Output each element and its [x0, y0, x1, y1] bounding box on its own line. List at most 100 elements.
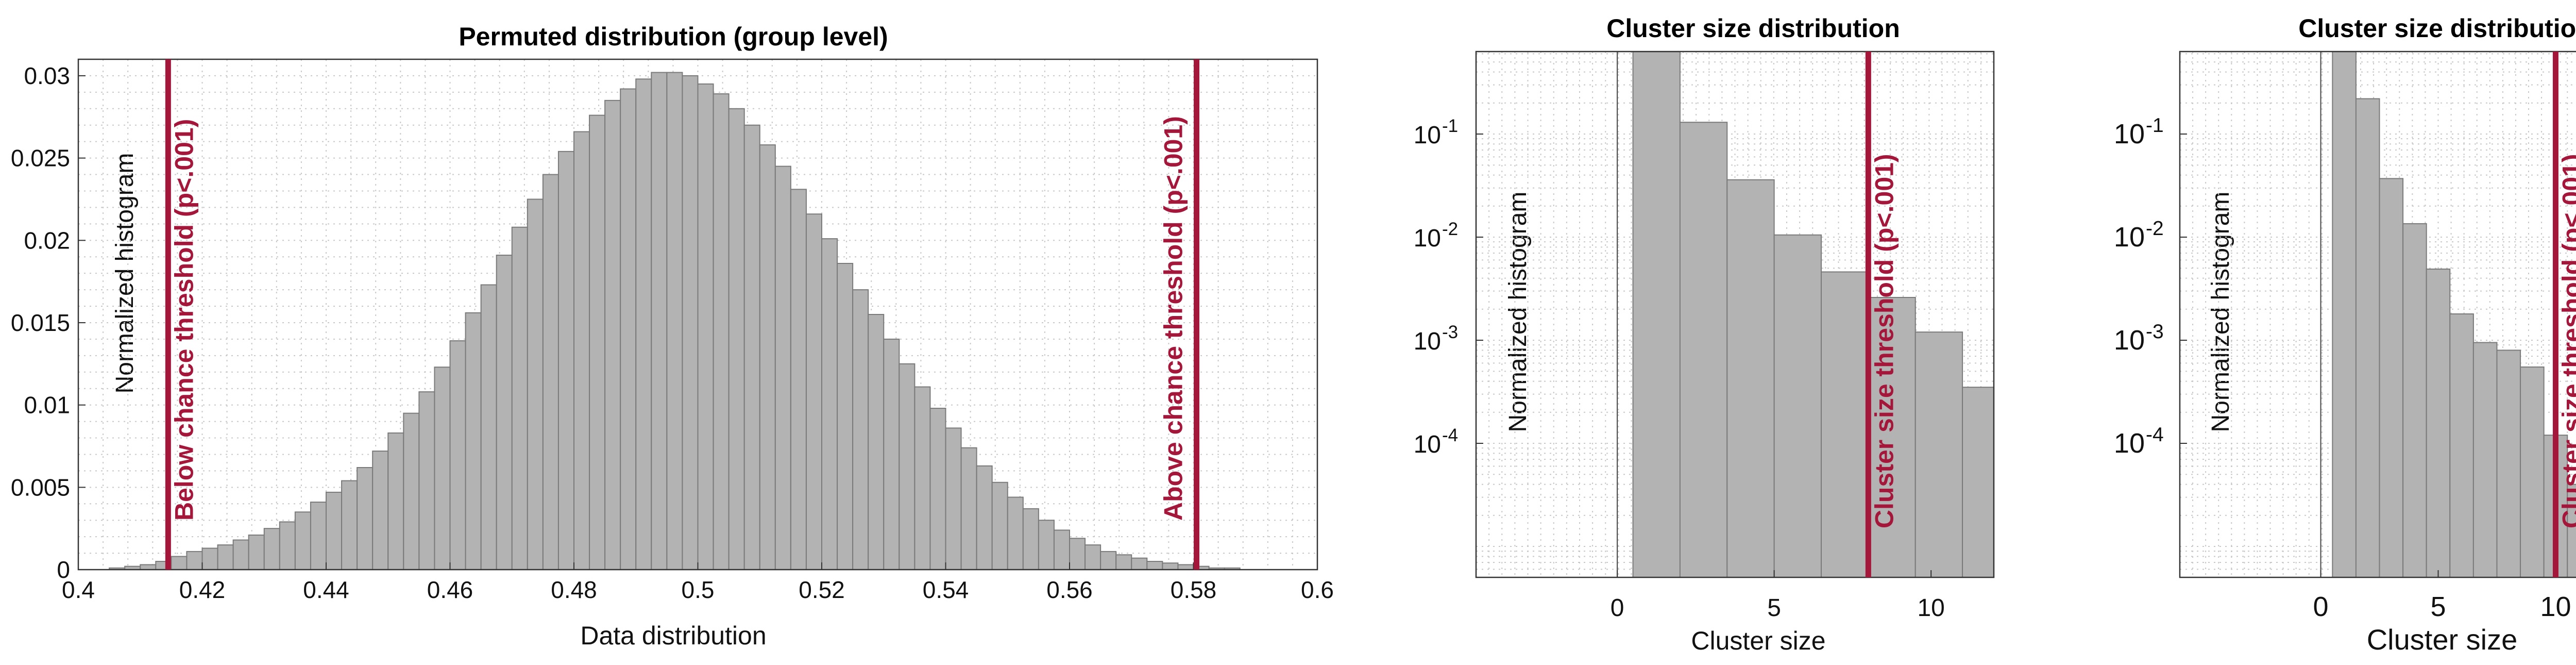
x-tick-label: 0.52	[799, 576, 845, 603]
x-axis-label: Data distribution	[580, 621, 766, 650]
y-tick-label: 0.01	[24, 392, 70, 419]
histogram-bar	[1100, 551, 1117, 570]
chart-title: Permuted distribution (group level)	[459, 22, 888, 51]
x-tick-label: 5	[1767, 594, 1781, 622]
panel-permuted-distribution: Permuted distribution (group level) Data…	[11, 22, 1334, 650]
threshold-label: Cluster size threshold (p<.001)	[1870, 154, 1899, 528]
histogram-bar	[1084, 544, 1101, 570]
x-tick-label: 10	[2540, 591, 2571, 622]
histogram-bar	[372, 451, 389, 570]
histogram-bar	[2520, 366, 2545, 577]
histogram-bar	[1914, 331, 1963, 577]
histogram-bar	[480, 284, 497, 570]
histogram-bar	[186, 551, 203, 570]
histogram-bar	[976, 465, 993, 570]
histogram-bar	[1177, 564, 1194, 570]
histogram-bar	[743, 124, 760, 570]
histogram-bar	[232, 539, 249, 570]
y-tick-exponent: -4	[2146, 424, 2164, 446]
histogram-bar	[651, 72, 668, 570]
histogram-bar	[341, 480, 358, 570]
histogram-bar	[2379, 178, 2404, 577]
x-axis-label: Cluster size	[2367, 623, 2518, 656]
threshold-label: Cluster size threshold (p<.001)	[2557, 154, 2576, 528]
bars	[109, 72, 1241, 570]
histogram-bar	[728, 108, 745, 570]
chart-title: Cluster size distribution	[1606, 14, 1900, 43]
histogram-bar	[557, 151, 574, 570]
histogram-bar	[1962, 387, 1994, 577]
y-tick-label: 0.015	[11, 309, 70, 336]
histogram-bar	[573, 131, 590, 570]
histogram-bar	[357, 467, 374, 570]
y-tick-label: 10	[1414, 328, 1441, 355]
x-ticks: 0 5 10	[1611, 570, 1945, 622]
y-tick-exponent: -2	[1442, 219, 1458, 239]
y-tick-label: 0.02	[24, 227, 70, 254]
y-tick-label: 10	[2114, 428, 2145, 459]
x-tick-label: 0.42	[179, 576, 226, 603]
x-tick-label: 0	[1611, 594, 1624, 622]
histogram-bar	[326, 491, 343, 570]
x-tick-label: 0.4	[62, 576, 95, 603]
threshold-label: Below chance threshold (p<.001)	[170, 119, 198, 521]
histogram-bar	[635, 78, 652, 570]
chart-title: Cluster size distribution	[2298, 14, 2576, 43]
histogram-bar	[387, 432, 404, 570]
histogram-bar	[1146, 561, 1163, 570]
histogram-bar	[991, 481, 1008, 570]
histogram-bar	[2496, 350, 2521, 577]
histogram-bar	[1038, 520, 1055, 570]
histogram-bar	[465, 312, 482, 570]
x-tick-label: 0.54	[923, 576, 969, 603]
histogram-bar	[1022, 508, 1039, 570]
histogram-bar	[496, 255, 513, 570]
y-tick-label: 10	[2114, 325, 2145, 356]
histogram-bar	[682, 75, 699, 570]
y-ticks: 0 0.005 0.01 0.015 0.02 0.025 0.03	[11, 62, 86, 583]
y-tick-label: 0.025	[11, 145, 70, 172]
histogram-bar	[511, 226, 528, 570]
y-tick-exponent: -3	[1442, 322, 1458, 342]
y-tick-label: 10	[1414, 431, 1441, 458]
y-tick-exponent: -2	[2146, 218, 2164, 240]
histogram-bar	[837, 263, 854, 570]
histogram-bar	[418, 391, 435, 570]
x-tick-label: 0.46	[427, 576, 473, 603]
y-tick-label: 10	[2114, 222, 2145, 253]
y-tick-label: 10	[2114, 119, 2145, 149]
histogram-bar	[1131, 557, 1148, 570]
y-tick-label: 0.03	[24, 62, 70, 89]
y-tick-exponent: -4	[1442, 425, 1458, 445]
histogram-bar	[263, 528, 280, 570]
y-tick-label: 10	[1414, 225, 1441, 252]
histogram-bar	[1632, 52, 1681, 577]
histogram-bar	[868, 314, 885, 570]
y-tick-exponent: -3	[2146, 321, 2164, 343]
histogram-bar	[1726, 179, 1775, 577]
histogram-bar	[449, 340, 466, 570]
y-tick-label: 10	[1414, 122, 1441, 149]
histogram-bar	[1679, 122, 1728, 577]
histogram-bar	[805, 213, 822, 570]
histogram-bar	[697, 83, 714, 570]
histogram-bar	[2567, 484, 2576, 577]
y-tick-exponent: -1	[2146, 114, 2164, 137]
histogram-bar	[2426, 268, 2451, 577]
x-tick-label: 0.56	[1046, 576, 1093, 603]
x-tick-label: 0	[2313, 591, 2329, 622]
histogram-bar	[821, 238, 838, 570]
y-tick-label: 0.005	[11, 474, 70, 501]
y-tick-exponent: -1	[1442, 116, 1458, 136]
histogram-bar	[883, 338, 900, 570]
x-tick-label: 0.6	[1301, 576, 1334, 603]
histogram-bar	[201, 547, 218, 570]
y-tick-label: 0	[57, 556, 70, 583]
histogram-bar	[914, 386, 931, 570]
histogram-bar	[604, 99, 621, 570]
bars	[1632, 52, 1994, 577]
histogram-bar	[899, 363, 916, 570]
x-tick-label: 5	[2430, 591, 2446, 622]
histogram-bar	[403, 412, 420, 570]
